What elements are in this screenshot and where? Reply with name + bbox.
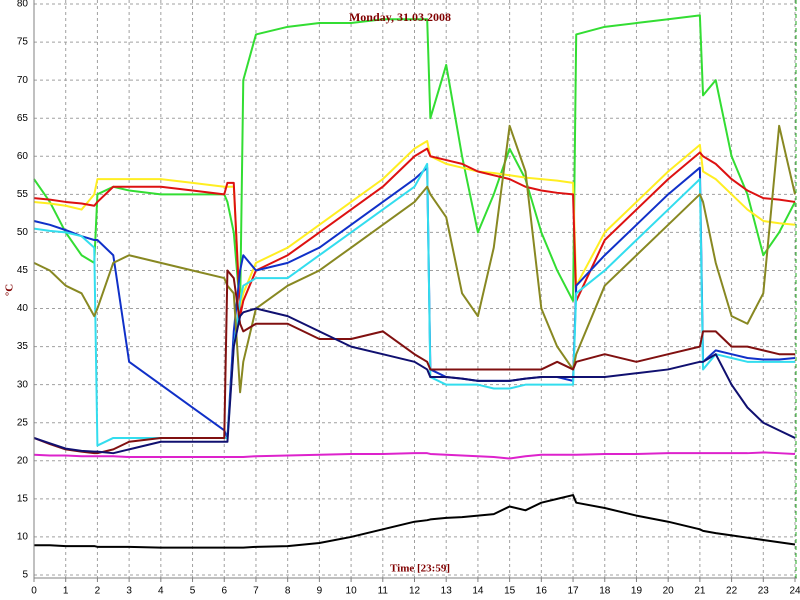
y-tick-label: 25: [17, 417, 29, 428]
x-tick-label: 14: [472, 586, 484, 597]
x-tick-label: 19: [631, 586, 643, 597]
y-tick-label: 5: [22, 570, 28, 581]
x-tick-label: 17: [567, 586, 579, 597]
x-tick-label: 18: [599, 586, 611, 597]
x-tick-label: 21: [694, 586, 706, 597]
x-tick-label: 1: [63, 586, 69, 597]
chart-title: Monday, 31.03.2008: [349, 10, 451, 24]
series-line: [33, 269, 795, 455]
y-tick-label: 15: [17, 494, 29, 505]
x-tick-label: 10: [346, 586, 358, 597]
y-tick-label: 50: [17, 227, 29, 238]
y-tick-label: 60: [17, 151, 29, 162]
y-tick-label: 35: [17, 341, 29, 352]
series-line: [33, 14, 796, 310]
x-tick-label: 15: [504, 586, 516, 597]
series-line: [34, 494, 796, 549]
y-tick-label: 55: [17, 189, 29, 200]
x-tick-label: 13: [441, 586, 453, 597]
series-line: [33, 307, 796, 455]
series-line: [33, 147, 796, 318]
x-tick-label: 7: [253, 586, 259, 597]
x-tick-label: 16: [536, 586, 548, 597]
y-tick-label: 80: [17, 0, 29, 10]
y-tick-label: 65: [17, 113, 29, 124]
series-line: [33, 162, 795, 447]
x-tick-label: 6: [221, 586, 227, 597]
x-tick-label: 4: [158, 586, 164, 597]
x-tick-label: 5: [190, 586, 196, 597]
x-tick-label: 0: [31, 586, 37, 597]
y-axis-label: °C: [4, 284, 16, 296]
x-tick-label: 20: [663, 586, 675, 597]
series-line: [33, 124, 796, 394]
y-tick-label: 30: [17, 379, 29, 390]
y-tick-label: 40: [17, 303, 29, 314]
y-tick-label: 20: [17, 455, 29, 466]
y-tick-label: 70: [17, 75, 29, 86]
y-tick-label: 75: [17, 37, 29, 48]
series-line: [33, 140, 796, 310]
plot: [33, 14, 796, 549]
x-tick-label: 22: [726, 586, 738, 597]
x-tick-label: 11: [378, 586, 389, 597]
x-tick-label: 12: [409, 586, 421, 597]
x-axis-label: Time [23:59]: [390, 563, 450, 575]
x-tick-label: 24: [789, 586, 800, 597]
x-tick-label: 9: [317, 586, 323, 597]
x-tick-label: 8: [285, 586, 291, 597]
y-tick-label: 45: [17, 265, 29, 276]
x-tick-label: 3: [126, 586, 132, 597]
x-tick-label: 23: [758, 586, 770, 597]
y-tick-label: 10: [17, 532, 29, 543]
x-tick-label: 2: [95, 586, 101, 597]
series-line: [33, 451, 796, 460]
